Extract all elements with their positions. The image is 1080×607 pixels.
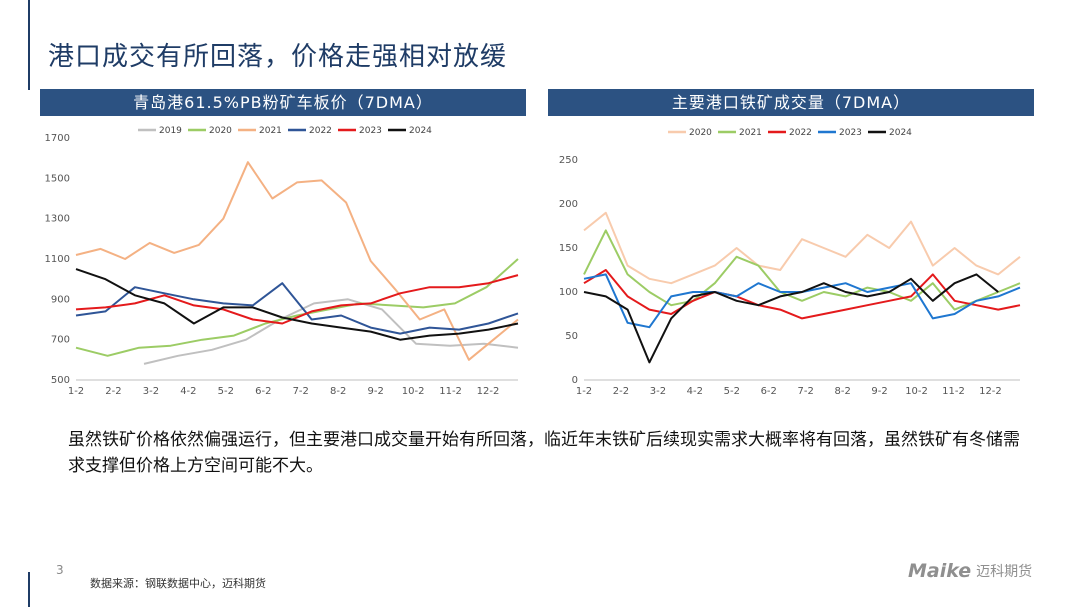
y-tick-label: 900	[51, 294, 70, 305]
legend-label: 2020	[689, 128, 712, 138]
x-tick-label: 4-2	[180, 386, 196, 397]
series-line-2021	[75, 161, 519, 361]
page-title: 港口成交有所回落，价格走强相对放缓	[48, 42, 508, 72]
x-tick-label: 12-2	[477, 386, 500, 397]
y-tick-label: 200	[559, 199, 578, 210]
x-tick-label: 7-2	[798, 386, 814, 397]
series-line-2020	[583, 211, 1021, 285]
x-tick-label: 6-2	[761, 386, 777, 397]
x-tick-label: 3-2	[143, 386, 159, 397]
legend-label: 2020	[209, 126, 232, 136]
legend-label: 2024	[409, 126, 432, 136]
x-tick-label: 5-2	[218, 386, 234, 397]
series-line-2019	[143, 298, 519, 365]
series-line-2020	[75, 258, 519, 357]
legend-label: 2021	[739, 128, 762, 138]
x-tick-label: 2-2	[613, 386, 629, 397]
chart-1-title: 青岛港61.5%PB粉矿车板价（7DMA）	[40, 89, 526, 116]
x-tick-label: 8-2	[834, 386, 850, 397]
series-line-2022	[583, 269, 1021, 320]
x-tick-label: 9-2	[367, 386, 383, 397]
logo-brand: Maike	[908, 560, 972, 582]
chart-2-title: 主要港口铁矿成交量（7DMA）	[548, 89, 1034, 116]
company-logo: Maike 迈科期货	[908, 560, 1032, 582]
y-tick-label: 700	[51, 335, 70, 346]
y-tick-label: 500	[51, 375, 70, 386]
y-tick-label: 50	[565, 331, 578, 342]
x-tick-label: 6-2	[255, 386, 271, 397]
x-tick-label: 4-2	[687, 386, 703, 397]
y-tick-label: 100	[559, 287, 578, 298]
y-tick-label: 0	[572, 375, 578, 386]
x-tick-label: 7-2	[293, 386, 309, 397]
y-tick-label: 1500	[45, 173, 70, 184]
legend-label: 2022	[789, 128, 812, 138]
y-tick-label: 150	[559, 243, 578, 254]
series-line-2022	[75, 282, 519, 335]
x-tick-label: 8-2	[330, 386, 346, 397]
x-tick-label: 10-2	[402, 386, 425, 397]
y-tick-label: 250	[559, 155, 578, 166]
series-line-2021	[583, 229, 1021, 311]
volume-chart: 0 50 100 150 200 250 1-2 2-2 3-2 4-2 5-2 6-2 7-2 8-2 9…	[559, 128, 1021, 397]
legend-label: 2023	[839, 128, 862, 138]
x-tick-label: 1-2	[576, 386, 592, 397]
source-note: 数据来源：钢联数据中心，迈科期货	[90, 577, 266, 590]
legend-label: 2022	[309, 126, 332, 136]
x-tick-label: 11-2	[942, 386, 965, 397]
series-line-2024	[583, 273, 999, 364]
legend-label: 2024	[889, 128, 912, 138]
x-tick-label: 10-2	[905, 386, 928, 397]
series-line-2024	[75, 268, 519, 341]
left-accent-bar	[28, 0, 30, 90]
logo-cn: 迈科期货	[976, 564, 1033, 580]
body-text: 虽然铁矿价格依然偏强运行，但主要港口成交量开始有所回落，临近年末铁矿后续现实需求…	[68, 430, 1020, 476]
y-tick-label: 1100	[45, 254, 70, 265]
x-tick-label: 1-2	[68, 386, 84, 397]
x-tick-label: 12-2	[979, 386, 1002, 397]
legend-label: 2023	[359, 126, 382, 136]
legend-label: 2021	[259, 126, 282, 136]
y-tick-label: 1700	[45, 133, 70, 144]
x-tick-label: 9-2	[871, 386, 887, 397]
x-tick-label: 5-2	[724, 386, 740, 397]
x-tick-label: 2-2	[105, 386, 121, 397]
page-number: 3	[56, 563, 64, 577]
price-chart: 500 700 900 1100 1300 1500 1700 1-2 2-2 3-2 4-2 5-2…	[45, 126, 519, 397]
y-tick-label: 1300	[45, 214, 70, 225]
x-tick-label: 3-2	[650, 386, 666, 397]
legend-label: 2019	[159, 126, 182, 136]
left-accent-bar-bottom	[28, 572, 30, 607]
x-tick-label: 11-2	[439, 386, 462, 397]
